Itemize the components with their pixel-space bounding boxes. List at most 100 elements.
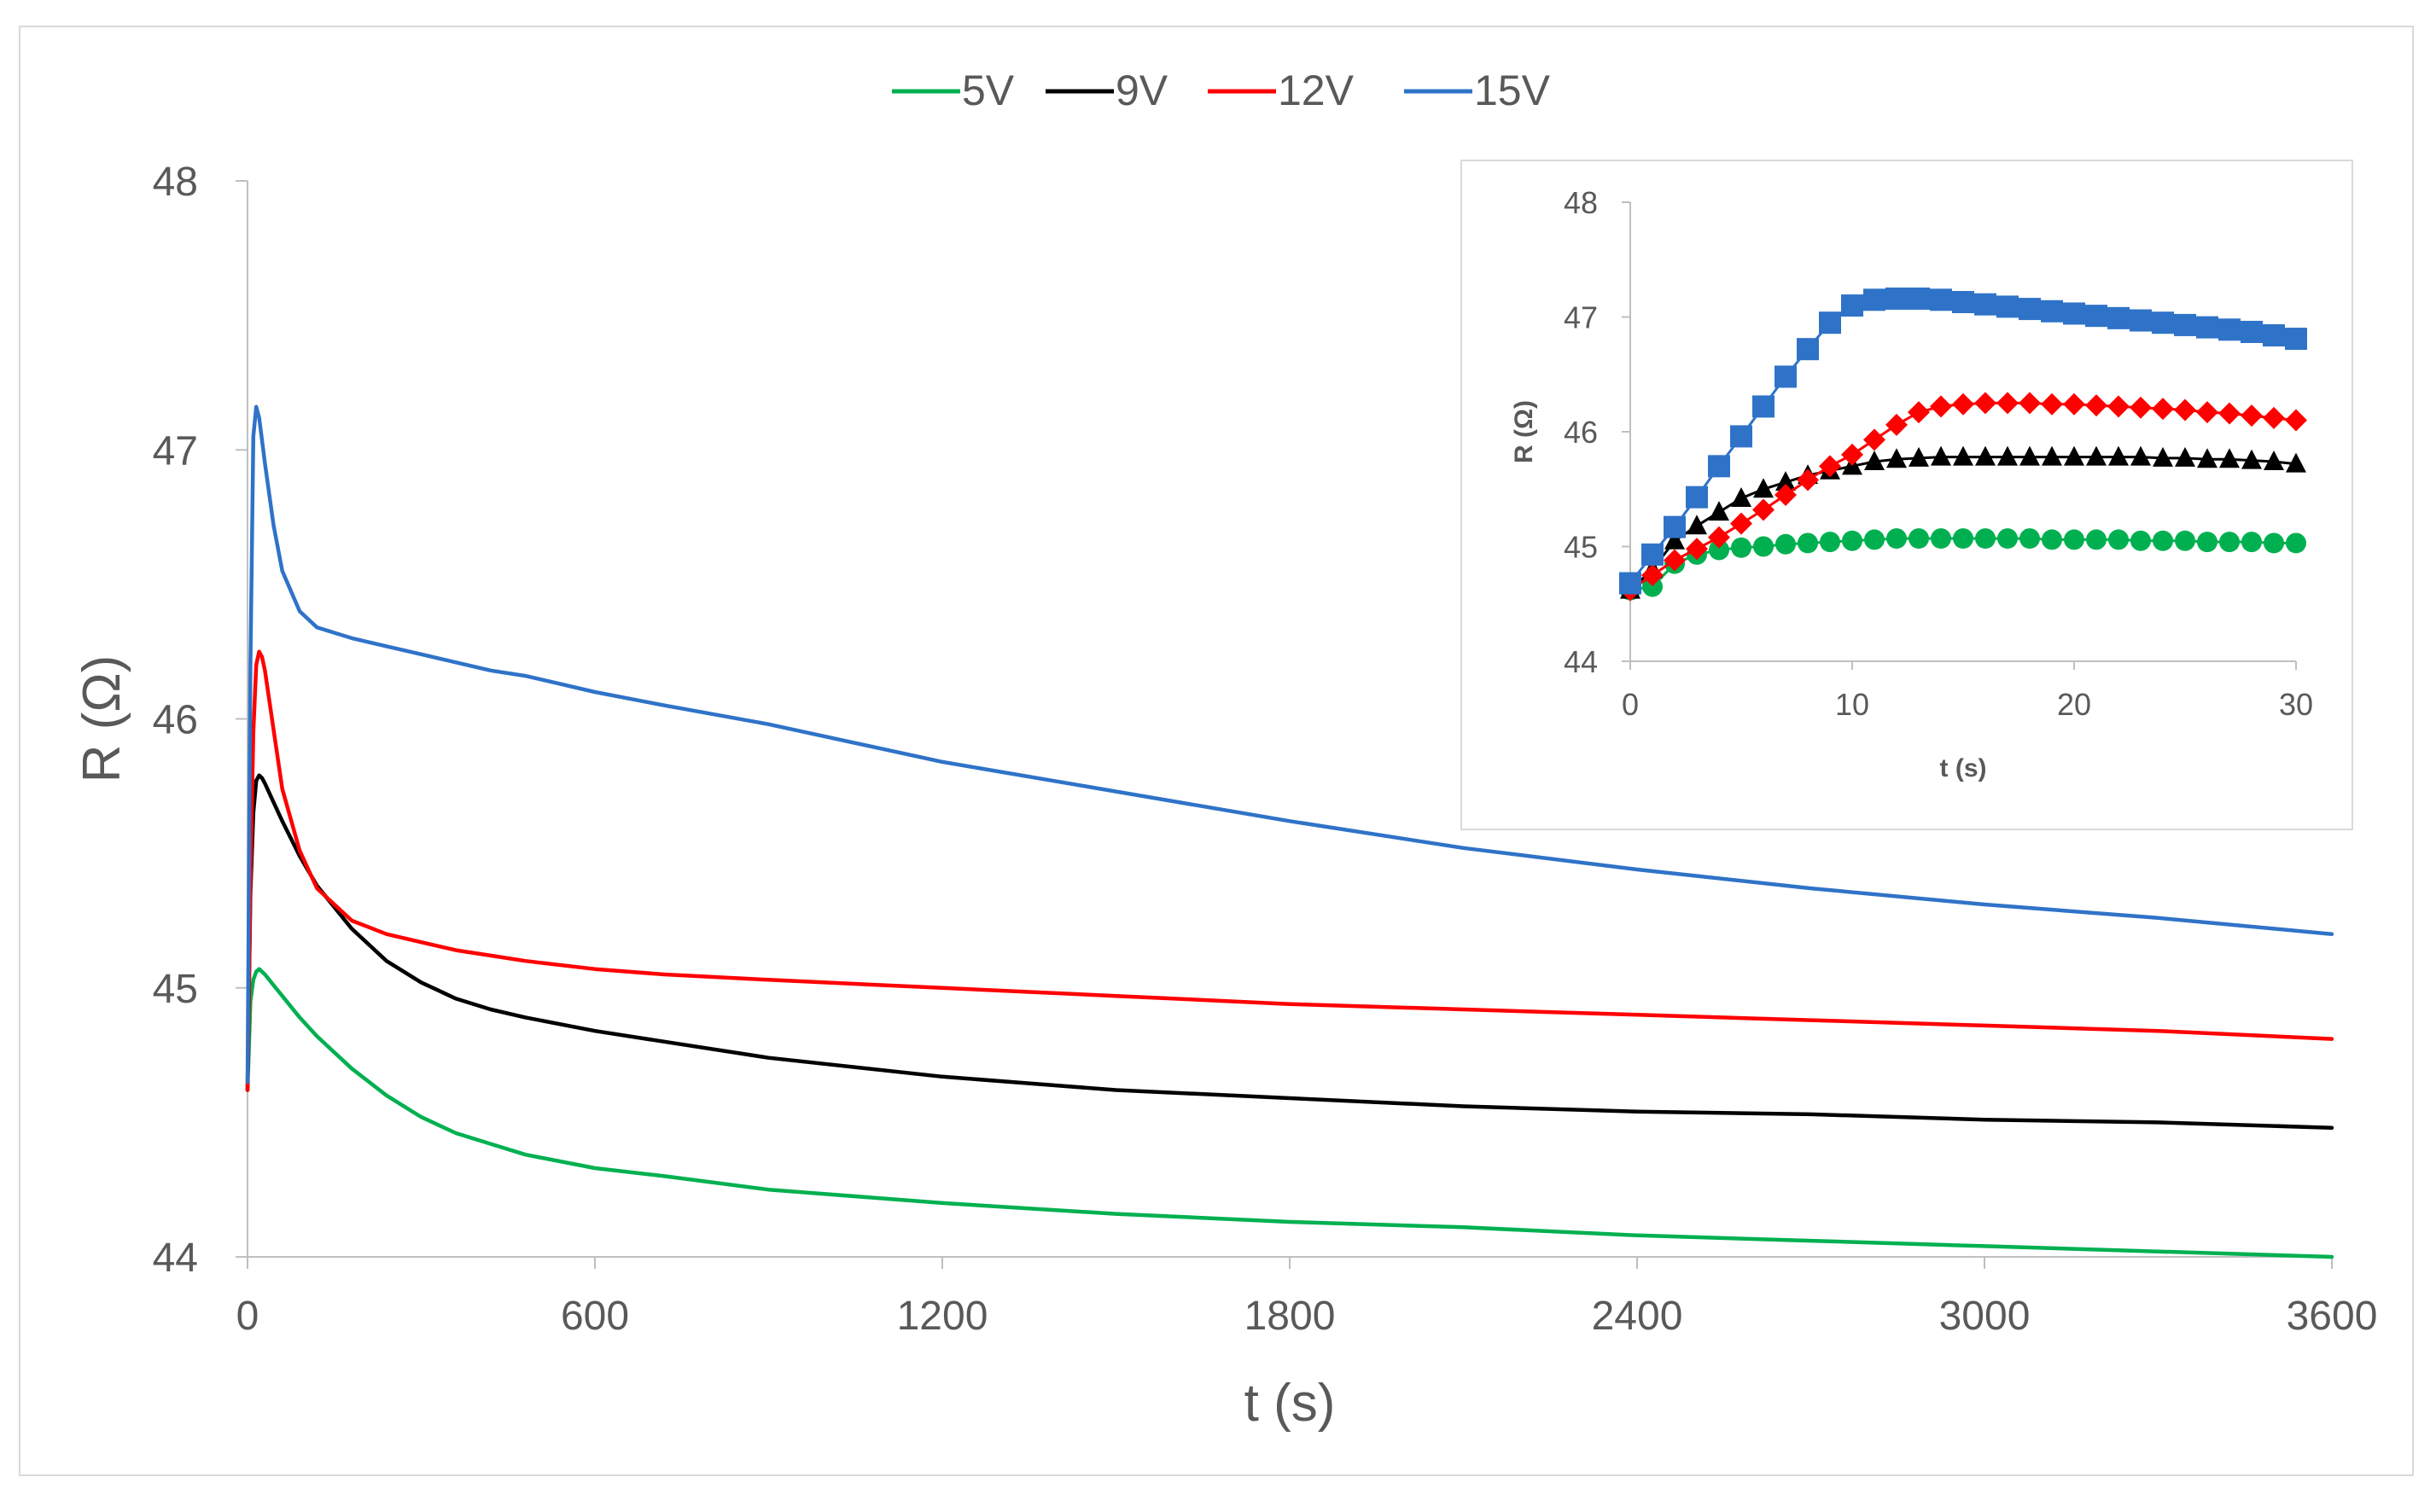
- inset-marker-5V: [1975, 528, 1996, 550]
- inset-marker-5V: [2264, 532, 2284, 554]
- inset-marker-9V: [2219, 448, 2240, 468]
- inset-marker-5V: [2130, 530, 2151, 551]
- inset-marker-5V: [2086, 529, 2107, 550]
- inset-marker-15V: [1819, 311, 1841, 334]
- inset-marker-9V: [1709, 501, 1729, 521]
- inset-marker-12V: [1819, 455, 1841, 478]
- x-tick-label: 600: [561, 1294, 629, 1339]
- inset-marker-9V: [2241, 449, 2262, 469]
- inset-marker-15V: [2019, 298, 2041, 321]
- inset-marker-15V: [1730, 425, 1752, 448]
- inset-marker-15V: [2152, 311, 2174, 334]
- inset-y-tick-label: 44: [1564, 644, 1598, 679]
- inset-marker-5V: [1953, 528, 1973, 550]
- inset-marker-12V: [1797, 468, 1819, 491]
- inset-frame: [1460, 160, 2353, 830]
- inset-marker-15V: [2285, 328, 2307, 351]
- inset-marker-5V: [1909, 528, 1929, 550]
- x-tick-label: 0: [236, 1294, 259, 1339]
- inset-marker-15V: [2174, 313, 2196, 336]
- y-tick-label: 48: [153, 160, 198, 205]
- inset-marker-5V: [1864, 529, 1885, 550]
- inset-marker-15V: [1752, 395, 1775, 418]
- inset-x-tick-label: 20: [2057, 687, 2091, 722]
- series-line-9V: [245, 773, 2334, 1130]
- inset-marker-12V: [2041, 393, 2063, 416]
- inset-marker-5V: [1775, 533, 1796, 555]
- inset-marker-5V: [1753, 536, 1774, 557]
- inset-marker-9V: [1687, 515, 1707, 535]
- inset-marker-9V: [1864, 450, 1885, 470]
- legend-label-12V: 12V: [1278, 67, 1355, 114]
- y-tick-label: 44: [153, 1236, 198, 1281]
- inset-marker-12V: [2152, 398, 2174, 421]
- inset-marker-15V: [2196, 316, 2218, 339]
- inset-marker-15V: [1863, 288, 1885, 311]
- inset-marker-15V: [2107, 306, 2130, 329]
- x-tick-label: 1800: [1244, 1294, 1336, 1339]
- inset-marker-12V: [1686, 538, 1708, 561]
- inset-marker-9V: [2042, 445, 2062, 466]
- y-tick-label: 45: [153, 967, 198, 1012]
- x-axis-title: t (s): [1244, 1374, 1336, 1433]
- inset-marker-12V: [1730, 512, 1752, 535]
- inset-marker-9V: [2264, 450, 2284, 470]
- inset-marker-15V: [1841, 294, 1863, 317]
- inset-marker-9V: [1775, 471, 1796, 491]
- inset-x-axis-title: t (s): [1940, 754, 1987, 782]
- inset-marker-9V: [2130, 445, 2151, 466]
- inset-marker-9V: [2108, 445, 2129, 466]
- inset-marker-9V: [2064, 445, 2084, 466]
- inset-marker-15V: [1641, 543, 1664, 566]
- inset-marker-15V: [2263, 324, 2285, 347]
- inset-y-tick-label: 45: [1564, 530, 1598, 565]
- inset-marker-12V: [1641, 564, 1664, 587]
- inset-marker-5V: [2019, 528, 2040, 550]
- inset-marker-12V: [2174, 398, 2196, 422]
- inset-marker-9V: [1753, 478, 1774, 498]
- x-tick-label: 2400: [1592, 1294, 1683, 1339]
- inset-marker-12V: [1885, 413, 1908, 436]
- inset-marker-5V: [1997, 528, 2018, 550]
- inset-marker-9V: [2175, 446, 2195, 467]
- inset-marker-12V: [2063, 393, 2085, 416]
- inset-marker-5V: [2064, 529, 2084, 550]
- inset-marker-5V: [2241, 532, 2262, 553]
- inset-marker-15V: [2130, 309, 2152, 332]
- inset-plot: 44 45 46 47 48 0 10 20 30 t (s) R (Ω): [1460, 160, 2353, 830]
- inset-marker-15V: [1775, 365, 1797, 388]
- inset-marker-5V: [2219, 532, 2240, 553]
- inset-marker-12V: [2019, 392, 2041, 415]
- inset-marker-12V: [1930, 395, 1952, 418]
- inset-marker-15V: [1930, 288, 1952, 311]
- inset-marker-9V: [1909, 446, 1929, 467]
- inset-marker-9V: [1997, 445, 2018, 466]
- inset-marker-12V: [2130, 396, 2152, 419]
- inset-marker-5V: [1731, 537, 1751, 558]
- inset-marker-12V: [1664, 549, 1686, 572]
- inset-marker-5V: [1709, 539, 1729, 561]
- inset-marker-15V: [1885, 287, 1908, 310]
- inset-marker-5V: [1931, 528, 1951, 550]
- inset-marker-15V: [2041, 299, 2063, 323]
- inset-x-tick-label: 30: [2279, 687, 2313, 722]
- x-tick-label: 3600: [2287, 1294, 2378, 1339]
- inset-marker-12V: [1752, 498, 1775, 521]
- y-tick-label: 46: [153, 698, 198, 743]
- inset-y-axis-title: R (Ω): [1510, 400, 1538, 463]
- inset-marker-12V: [1708, 526, 1730, 549]
- inset-marker-12V: [2196, 401, 2218, 424]
- inset-marker-9V: [1664, 529, 1685, 550]
- inset-marker-15V: [2241, 320, 2263, 343]
- inset-marker-12V: [1974, 392, 1996, 415]
- inset-y-tick-label: 46: [1564, 415, 1598, 450]
- inset-marker-15V: [1664, 515, 1686, 538]
- inset-y-tick-label: 47: [1564, 300, 1598, 335]
- inset-marker-9V: [1953, 445, 1973, 466]
- inset-marker-9V: [1731, 487, 1751, 508]
- inset-marker-15V: [1952, 291, 1974, 314]
- inset-marker-12V: [1775, 483, 1797, 506]
- main-plot: 44 45 46 47 48 0 600 1200 1800 2400 3000 3600 t (s) R…: [73, 160, 2377, 1433]
- inset-marker-12V: [1841, 443, 1863, 466]
- inset-x-tick-label: 10: [1835, 687, 1869, 722]
